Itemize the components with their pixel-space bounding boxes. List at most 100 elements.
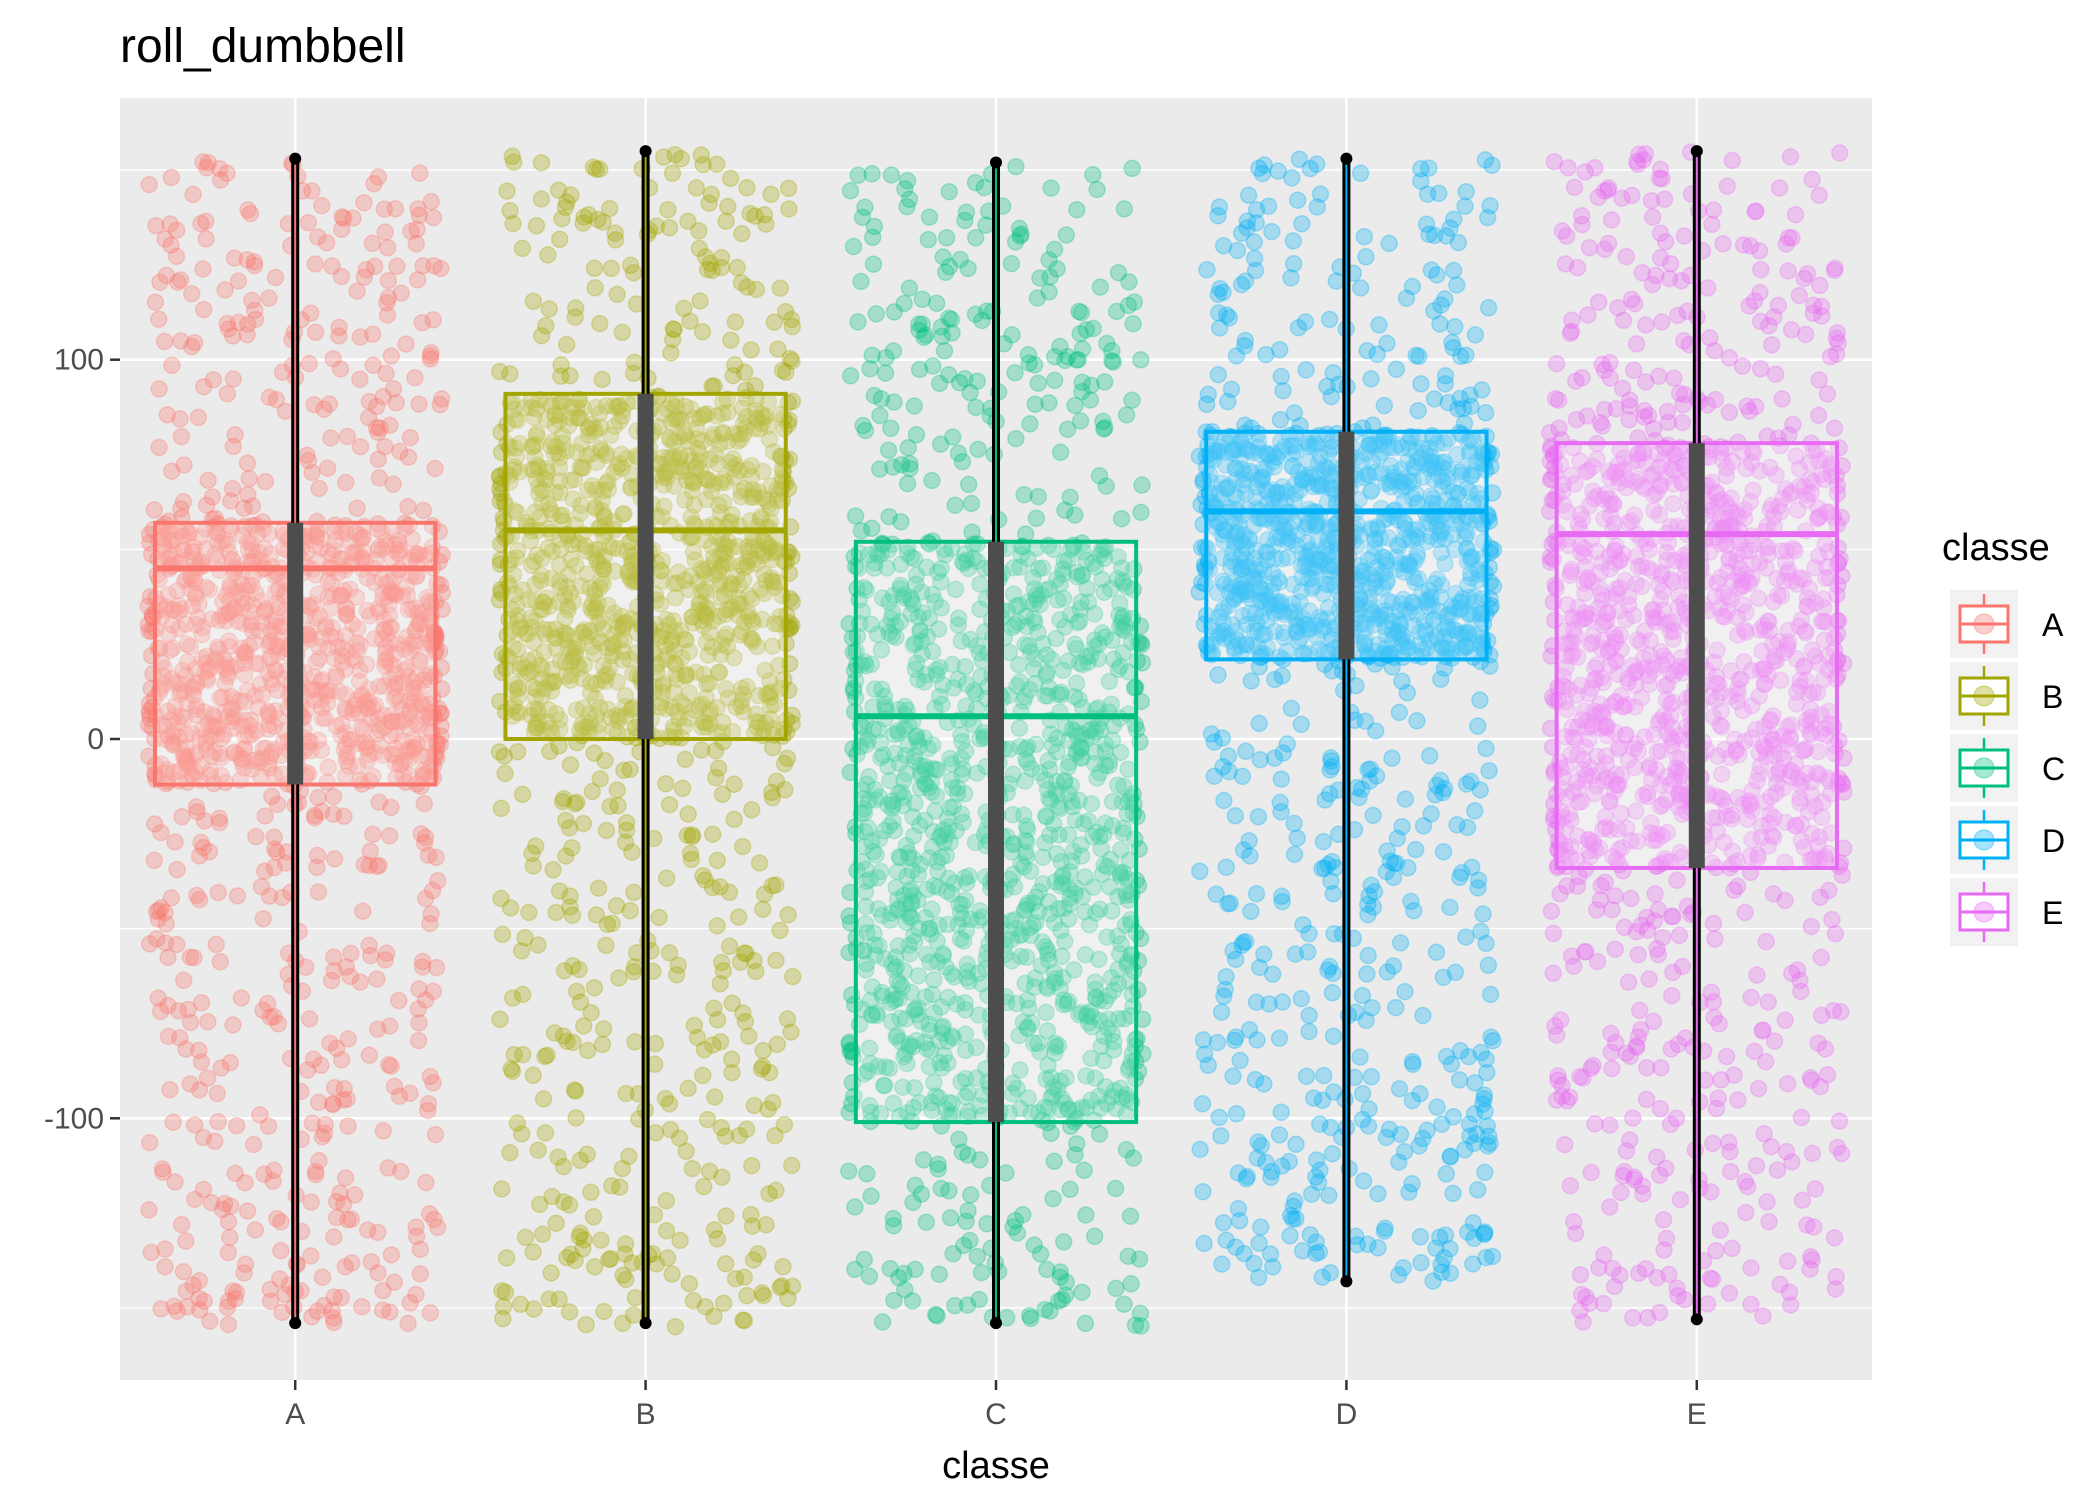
data-point [413,952,432,971]
data-point [780,200,798,218]
data-point [227,578,245,597]
data-point [243,596,262,614]
data-point [325,1228,343,1246]
data-point [212,1059,230,1077]
data-point [968,1247,987,1266]
data-point [370,469,389,487]
data-point [409,615,427,633]
data-point [665,320,683,339]
data-point [1270,1126,1289,1144]
data-point [924,357,942,375]
data-point [162,236,180,254]
data-point [218,1298,237,1317]
data-point [858,1165,876,1183]
data-point [1132,503,1150,522]
data-point [218,384,237,403]
data-point [254,909,272,928]
data-point [684,1291,703,1310]
data-point [1284,232,1303,250]
data-point [607,896,626,915]
data-point [881,1259,899,1278]
data-point [266,268,285,287]
data-point [625,883,643,902]
data-point [1056,1286,1075,1304]
data-point [673,779,692,798]
data-point [197,159,216,177]
data-point [587,906,606,924]
data-point [1320,1186,1338,1205]
data-point [701,254,720,273]
data-point [266,662,285,680]
data-point [1480,761,1498,780]
data-point [360,745,378,764]
data-point [892,455,911,474]
data-point [379,288,398,307]
data-point [749,1244,767,1263]
data-point [1133,476,1151,494]
data-point [382,347,401,365]
data-point [397,659,416,677]
data-point [252,877,271,896]
data-point [926,1305,945,1324]
data-point [1029,487,1048,506]
data-point [165,1297,183,1315]
data-point [550,882,569,900]
data-point [1072,303,1091,322]
data-point [566,299,585,317]
data-point [156,230,174,248]
data-point [1068,200,1086,219]
data-point [1457,346,1475,364]
data-point [304,1050,323,1068]
data-point [211,952,229,971]
data-point [221,1053,240,1072]
data-point [310,649,329,668]
data-point [156,934,175,952]
data-point [182,724,201,743]
data-point [406,685,424,704]
data-point [376,620,394,639]
data-point [334,1091,353,1109]
data-point [547,903,565,922]
data-point [779,179,798,198]
data-point [935,342,954,360]
data-point [163,356,181,375]
data-point [394,673,412,692]
data-point [1124,314,1142,333]
data-point [491,1010,509,1029]
data-point [1212,1003,1231,1021]
data-point [397,335,415,353]
data-point [380,670,399,688]
data-point [250,543,268,562]
data-point [1076,1314,1095,1333]
data-point [1198,260,1216,279]
data-point [327,1039,346,1058]
data-point [624,264,643,282]
data-point [171,675,189,693]
data-point [614,1266,632,1285]
data-point [337,606,356,625]
data-point [1457,775,1476,793]
data-point [206,652,224,670]
data-point [273,1303,291,1322]
data-point [215,1194,234,1213]
data-point [1057,226,1076,244]
data-point [401,1084,419,1103]
data-point [734,1311,752,1329]
data-point [185,948,203,967]
data-point [411,1240,430,1259]
data-point [151,1002,170,1021]
data-point [190,1289,208,1308]
data-point [1436,290,1454,308]
data-point [205,743,223,761]
data-point [502,1060,520,1078]
data-point [523,844,541,863]
data-point [263,744,281,762]
data-point [846,507,865,525]
data-point [1250,714,1268,733]
data-point [1380,234,1398,253]
data-point [691,292,709,310]
data-point [312,1056,330,1075]
data-point [407,1285,425,1304]
data-point [250,655,268,673]
data-point [317,234,336,252]
